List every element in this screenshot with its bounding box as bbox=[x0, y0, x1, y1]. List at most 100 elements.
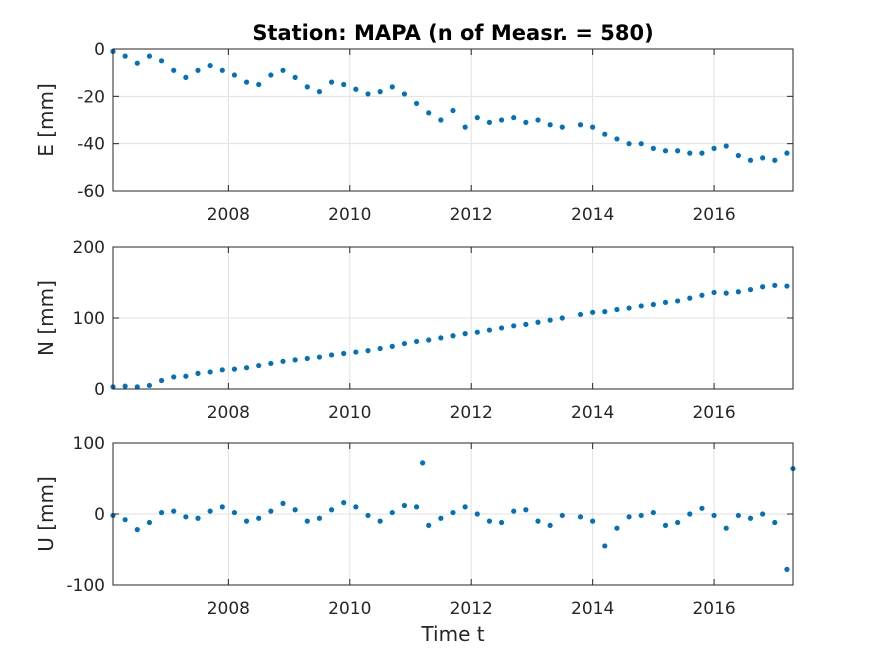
y-tick-label: 200 bbox=[73, 238, 105, 258]
data-point bbox=[195, 67, 201, 73]
data-point bbox=[462, 331, 468, 337]
data-point bbox=[158, 377, 165, 384]
data-point bbox=[146, 53, 153, 59]
y-tick-label: 0 bbox=[94, 40, 105, 60]
data-point bbox=[760, 284, 766, 290]
data-point bbox=[280, 500, 286, 506]
data-point bbox=[511, 115, 517, 121]
data-point bbox=[462, 124, 468, 130]
y-tick-label: 0 bbox=[94, 505, 105, 525]
data-point bbox=[662, 148, 669, 154]
data-point bbox=[723, 143, 729, 149]
x-tick-label: 2008 bbox=[207, 205, 250, 225]
data-point bbox=[577, 311, 584, 318]
data-point bbox=[268, 508, 274, 514]
data-point bbox=[614, 306, 620, 313]
x-tick-label: 2014 bbox=[571, 403, 614, 423]
data-point bbox=[675, 148, 681, 154]
data-point bbox=[523, 507, 529, 513]
data-point bbox=[772, 519, 778, 526]
data-point bbox=[699, 150, 705, 156]
subplot-3: 2008 2010 2012 2014 2016 100 0 -100 U [mm] bbox=[34, 434, 796, 619]
data-point bbox=[577, 122, 584, 128]
data-point bbox=[243, 365, 250, 371]
x-tick-label: 2008 bbox=[207, 599, 250, 619]
data-point bbox=[687, 150, 693, 156]
data-point bbox=[486, 518, 493, 524]
data-point bbox=[498, 325, 505, 331]
data-point bbox=[280, 358, 286, 364]
data-point bbox=[735, 512, 741, 519]
data-point bbox=[341, 350, 347, 357]
subplot-2: 2008 2010 2012 2014 2016 0 100 200 N [mm] bbox=[34, 238, 794, 423]
data-point bbox=[134, 527, 140, 533]
data-point bbox=[377, 345, 383, 352]
data-point bbox=[772, 282, 778, 288]
data-point bbox=[158, 58, 165, 64]
data-point bbox=[747, 157, 754, 163]
data-point bbox=[158, 509, 165, 516]
data-point bbox=[122, 517, 128, 523]
y-axis-label: E [mm] bbox=[34, 83, 58, 157]
data-point bbox=[426, 337, 432, 343]
data-point bbox=[602, 131, 608, 137]
y-tick-label: 0 bbox=[94, 380, 105, 400]
data-point bbox=[389, 84, 395, 90]
data-point bbox=[438, 117, 444, 123]
data-point bbox=[207, 62, 213, 69]
data-point bbox=[511, 508, 517, 514]
data-point bbox=[699, 292, 705, 298]
data-point bbox=[328, 507, 335, 513]
y-tick-label: -60 bbox=[77, 182, 105, 202]
data-point bbox=[146, 519, 153, 526]
data-point bbox=[183, 74, 189, 80]
data-point bbox=[590, 309, 596, 315]
data-point bbox=[474, 329, 480, 335]
data-point bbox=[413, 100, 420, 107]
data-point bbox=[438, 515, 444, 521]
x-tick-label: 2010 bbox=[328, 205, 371, 225]
y-tick-label: 100 bbox=[73, 309, 105, 329]
data-point bbox=[304, 84, 310, 90]
y-axis-label: U [mm] bbox=[34, 476, 58, 552]
data-point bbox=[735, 289, 741, 295]
x-tick-label: 2012 bbox=[450, 403, 493, 423]
data-point bbox=[547, 317, 553, 323]
data-point bbox=[219, 504, 225, 510]
y-tick-label: -20 bbox=[77, 87, 105, 107]
data-point bbox=[523, 321, 529, 327]
data-point bbox=[747, 515, 754, 521]
data-point bbox=[535, 319, 541, 325]
data-point bbox=[353, 86, 359, 92]
data-point bbox=[547, 122, 553, 128]
data-point bbox=[389, 343, 395, 349]
data-point bbox=[638, 141, 644, 147]
data-point bbox=[256, 362, 262, 369]
data-point bbox=[723, 525, 729, 531]
x-tick-label: 2012 bbox=[450, 599, 493, 619]
data-point bbox=[711, 512, 717, 519]
data-point bbox=[316, 354, 323, 360]
data-point bbox=[183, 514, 189, 520]
data-point bbox=[747, 287, 754, 293]
y-tick-label: -40 bbox=[77, 135, 105, 155]
x-tick-label: 2008 bbox=[207, 403, 250, 423]
data-point bbox=[590, 124, 596, 130]
data-point bbox=[341, 500, 347, 506]
data-point bbox=[650, 509, 656, 516]
data-point bbox=[535, 518, 541, 524]
data-point bbox=[675, 519, 681, 526]
y-tick-label: -100 bbox=[66, 576, 105, 596]
data-point bbox=[365, 91, 371, 97]
data-point bbox=[638, 512, 644, 519]
data-point bbox=[626, 305, 632, 311]
data-point bbox=[760, 155, 766, 161]
data-point bbox=[638, 303, 644, 309]
x-tick-label: 2016 bbox=[692, 205, 735, 225]
data-point bbox=[626, 514, 632, 520]
data-point bbox=[614, 525, 620, 531]
data-point bbox=[687, 511, 693, 517]
data-point bbox=[650, 145, 656, 151]
x-tick-label: 2016 bbox=[692, 403, 735, 423]
